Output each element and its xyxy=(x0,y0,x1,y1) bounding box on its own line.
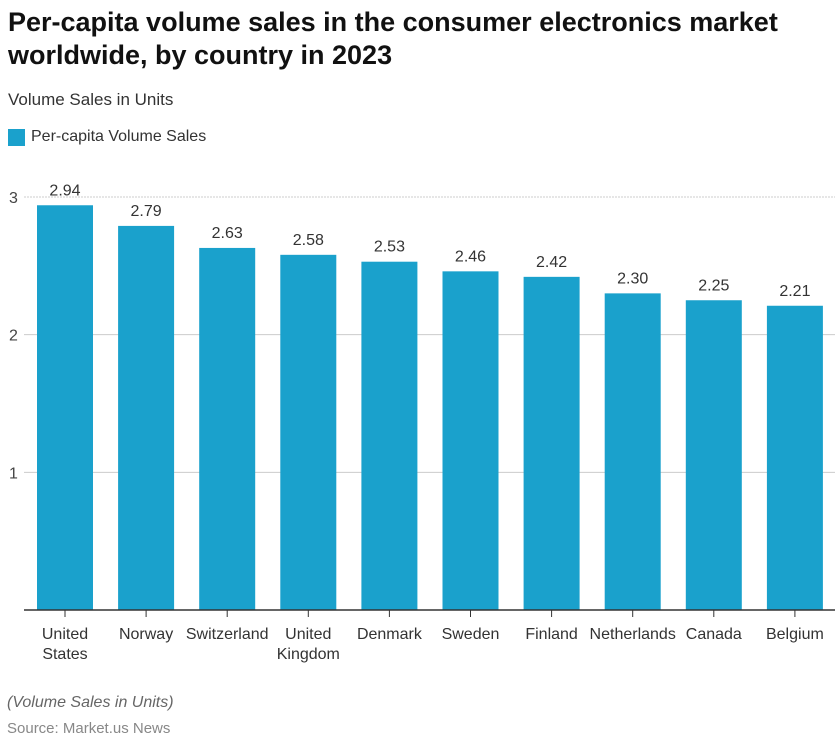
chart-subtitle: Volume Sales in Units xyxy=(8,90,174,109)
y-tick-label: 3 xyxy=(9,190,18,207)
data-label: 2.21 xyxy=(779,283,810,300)
bar xyxy=(199,247,256,611)
y-tick-label: 1 xyxy=(9,465,18,482)
legend-label: Per-capita Volume Sales xyxy=(31,128,207,145)
bar xyxy=(280,254,337,610)
x-tick-label: Denmark xyxy=(357,626,423,643)
source: Source: Market.us News xyxy=(7,720,171,737)
x-tick-label: United States xyxy=(42,626,88,663)
data-label: 2.25 xyxy=(698,277,729,294)
data-label: 2.53 xyxy=(374,239,405,256)
data-label: 2.46 xyxy=(455,248,486,265)
data-label: 2.30 xyxy=(617,270,648,287)
bar xyxy=(604,293,661,610)
footnote: (Volume Sales in Units) xyxy=(7,694,174,711)
x-tick-label: Switzerland xyxy=(186,626,269,643)
data-label: 2.79 xyxy=(131,203,162,220)
data-label: 2.42 xyxy=(536,254,567,271)
y-tick-label: 2 xyxy=(9,328,18,345)
legend-swatch xyxy=(8,128,25,146)
bar xyxy=(523,276,580,610)
x-tick-label: Belgium xyxy=(766,626,824,643)
bar xyxy=(442,271,499,610)
data-label: 2.94 xyxy=(49,182,80,199)
legend: Per-capita Volume Sales xyxy=(8,128,206,146)
bar xyxy=(37,205,93,610)
data-label: 2.63 xyxy=(212,225,243,242)
x-tick-label: Norway xyxy=(119,626,173,643)
bar xyxy=(361,261,418,610)
x-tick-label: Finland xyxy=(525,626,577,643)
data-label: 2.58 xyxy=(293,232,324,249)
bar xyxy=(766,305,823,610)
bar xyxy=(118,225,175,610)
x-tick-label: Netherlands xyxy=(590,626,676,643)
x-tick-label: United Kingdom xyxy=(277,626,340,663)
chart-title: Per-capita volume sales in the consumer … xyxy=(8,7,778,70)
x-tick-label: Canada xyxy=(686,626,742,643)
x-tick-label: Sweden xyxy=(442,626,500,643)
bar xyxy=(685,300,742,610)
